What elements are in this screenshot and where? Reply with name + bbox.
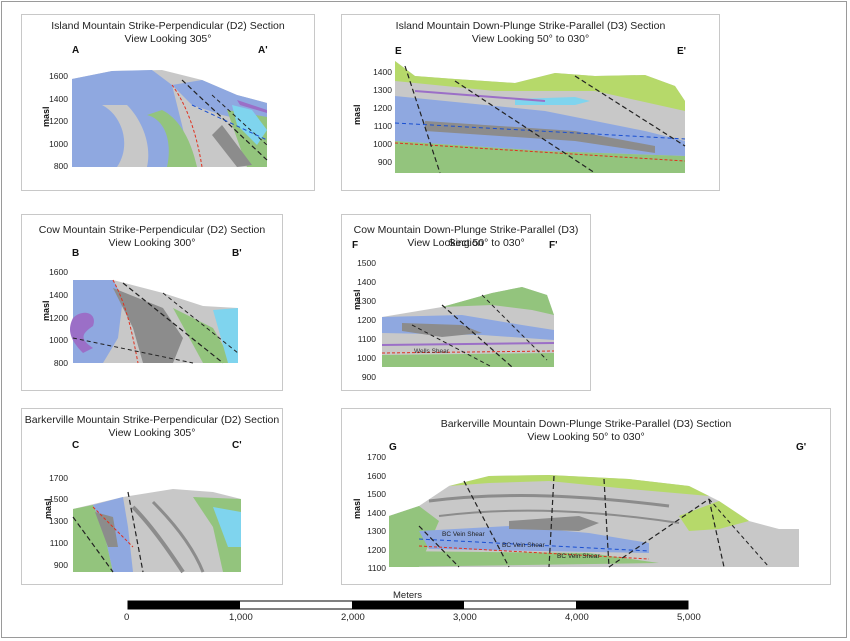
tick-label: 1300	[49, 516, 68, 526]
cross-section-c	[72, 489, 241, 574]
panel-subtitle: View Looking 50° to 030°	[407, 237, 525, 249]
tick-label: 1100	[367, 563, 386, 573]
tick-label: 1500	[357, 258, 376, 268]
tick-label: 800	[53, 358, 68, 368]
tick-label: 1200	[49, 116, 68, 126]
scale-label: 0	[124, 612, 130, 623]
panel-title: Barkerville Mountain Strike-Perpendicula…	[24, 414, 280, 426]
tick-label: 1000	[49, 335, 68, 345]
scale-bar	[127, 600, 689, 610]
axis-label: masl	[352, 104, 362, 125]
tick-label: 1000	[357, 353, 376, 363]
tick-label: 1200	[373, 103, 392, 113]
cross-section-f	[381, 287, 555, 368]
scale-label: 5,000	[677, 612, 701, 623]
tick-label: 1300	[367, 526, 386, 536]
section-start-label: C	[72, 440, 80, 451]
tick-label: 1700	[367, 452, 386, 462]
panel-title: Cow Mountain Down-Plunge Strike-Parallel…	[353, 224, 579, 249]
panel-title: Island Mountain Down-Plunge Strike-Paral…	[395, 20, 666, 32]
panel-title: Barkerville Mountain Down-Plunge Strike-…	[440, 418, 732, 430]
panel-subtitle: View Looking 50° to 030°	[471, 33, 590, 45]
tick-label: 900	[361, 372, 376, 382]
section-end-label: B'	[232, 248, 242, 259]
section-end-label: A'	[258, 45, 268, 56]
tick-label: 1000	[373, 139, 392, 149]
panel-subtitle: View Looking 50° to 030°	[527, 431, 645, 443]
tick-label: 800	[53, 161, 68, 171]
panel-subtitle: View Looking 305°	[108, 427, 196, 439]
panel-subtitle: View Looking 305°	[124, 33, 212, 45]
tick-label: 1100	[373, 121, 392, 131]
scale-title: Meters	[393, 590, 423, 601]
section-end-label: C'	[232, 440, 242, 451]
tick-label: 1200	[367, 545, 386, 555]
panel-title: Cow Mountain Strike-Perpendicular (D2) S…	[38, 224, 266, 236]
section-end-label: G'	[796, 442, 807, 453]
tick-label: 1600	[367, 471, 386, 481]
panel-cow-d3: Cow Mountain Down-Plunge Strike-Parallel…	[341, 214, 591, 391]
tick-label: 1400	[49, 94, 68, 104]
section-end-label: E'	[677, 46, 687, 57]
tick-label: 1600	[49, 267, 68, 277]
section-start-label: B	[72, 248, 80, 259]
section-start-label: F	[352, 240, 359, 251]
section-end-label: F'	[549, 240, 558, 251]
cross-section-b	[70, 279, 239, 364]
tick-label: 1600	[49, 71, 68, 81]
fault-annotation: BC Vein Shear	[442, 531, 485, 538]
scale-label: 4,000	[565, 612, 589, 623]
cross-section-a	[72, 70, 268, 168]
tick-label: 1000	[49, 139, 68, 149]
section-start-label: E	[395, 46, 402, 57]
tick-label: 1300	[373, 85, 392, 95]
tick-label: 1100	[357, 334, 376, 344]
section-start-label: G	[389, 442, 397, 453]
cross-section-e	[394, 61, 686, 174]
panel-title: Island Mountain Strike-Perpendicular (D2…	[51, 20, 285, 32]
scale-label: 2,000	[341, 612, 365, 623]
tick-label: 1400	[367, 508, 386, 518]
tick-label: 1200	[357, 315, 376, 325]
scale-label: 1,000	[229, 612, 253, 623]
fault-annotation: Wells Shear	[414, 348, 449, 355]
fault-annotation: BC Vein Shear	[502, 542, 545, 549]
fault-annotation: BC Vein Shear	[557, 553, 600, 560]
tick-label: 1700	[49, 473, 68, 483]
tick-label: 900	[53, 560, 68, 570]
panel-barkerville-d3: Barkerville Mountain Down-Plunge Strike-…	[341, 408, 831, 585]
tick-label: 1400	[373, 67, 392, 77]
panel-subtitle: View Looking 300°	[108, 237, 196, 249]
tick-label: 900	[377, 157, 392, 167]
scale-label: 3,000	[453, 612, 477, 623]
tick-label: 1400	[357, 277, 376, 287]
panel-island-d2: Island Mountain Strike-Perpendicular (D2…	[21, 14, 315, 191]
section-start-label: A	[72, 45, 80, 56]
tick-label: 1500	[367, 489, 386, 499]
tick-label: 1100	[49, 538, 68, 548]
tick-label: 1500	[49, 494, 68, 504]
panel-barkerville-d2: Barkerville Mountain Strike-Perpendicula…	[21, 408, 283, 585]
tick-label: 1200	[49, 313, 68, 323]
panel-island-d3: Island Mountain Down-Plunge Strike-Paral…	[341, 14, 720, 191]
tick-label: 1300	[357, 296, 376, 306]
panel-cow-d2: Cow Mountain Strike-Perpendicular (D2) S…	[21, 214, 283, 391]
cross-section-g	[389, 475, 799, 568]
tick-label: 1400	[49, 290, 68, 300]
